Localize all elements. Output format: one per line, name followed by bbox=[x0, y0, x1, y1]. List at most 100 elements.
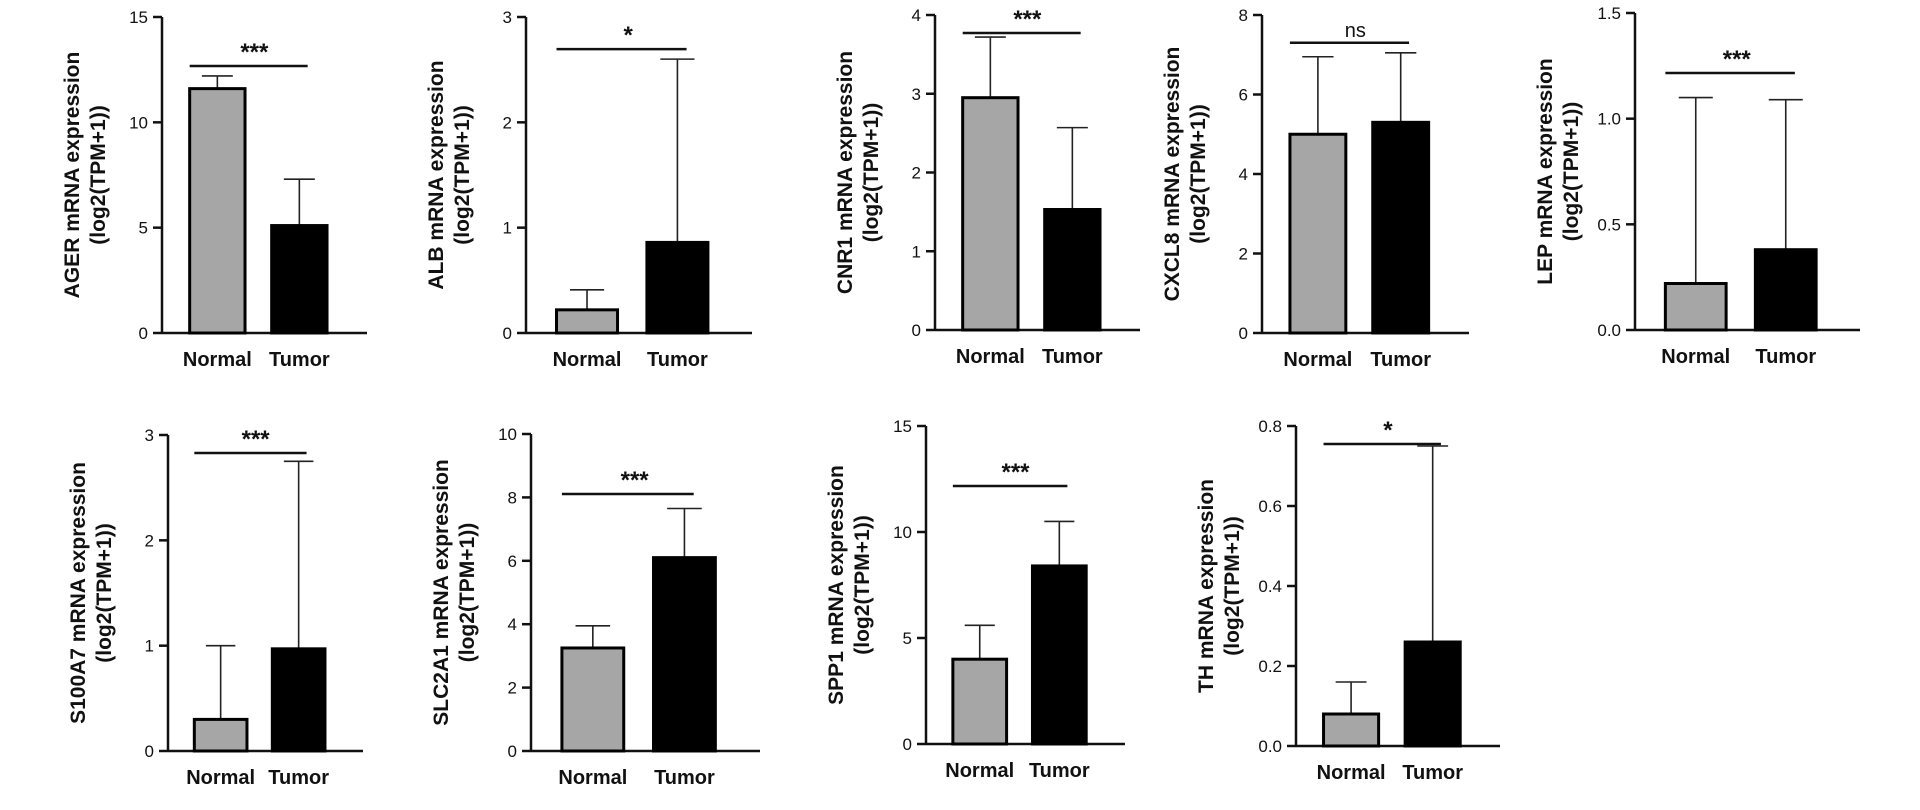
y-axis-label-line2: (log2(TPM+1)) bbox=[87, 105, 110, 244]
bar-normal bbox=[188, 87, 247, 335]
bar-normal bbox=[192, 717, 249, 753]
x-category-label: Normal bbox=[1317, 762, 1386, 784]
y-tick-label: 5 bbox=[139, 219, 148, 238]
y-tick-label: 0.0 bbox=[1597, 321, 1621, 340]
significance-label: *** bbox=[621, 467, 650, 494]
y-tick-label: 8 bbox=[1239, 6, 1248, 25]
x-category-label: Normal bbox=[553, 349, 622, 371]
y-tick-label: 10 bbox=[498, 425, 517, 444]
y-axis-label-line1: CNR1 mRNA expression bbox=[834, 51, 857, 294]
x-category-label: Normal bbox=[956, 346, 1025, 368]
significance-label: *** bbox=[242, 426, 271, 453]
y-axis-label-line2: (log2(TPM+1)) bbox=[851, 515, 874, 654]
y-tick-label: 4 bbox=[1239, 165, 1248, 184]
bar-normal bbox=[961, 96, 1020, 332]
y-tick-label: 2 bbox=[145, 531, 154, 550]
y-tick-label: 2 bbox=[912, 164, 921, 183]
y-tick-label: 15 bbox=[129, 8, 148, 27]
y-tick-label: 0 bbox=[1239, 324, 1248, 343]
y-tick-label: 0 bbox=[903, 735, 912, 754]
bar-tumor bbox=[1043, 208, 1102, 332]
y-tick-label: 5 bbox=[903, 629, 912, 648]
y-tick-label: 2 bbox=[1239, 245, 1248, 264]
y-tick-label: 1 bbox=[912, 242, 921, 261]
y-tick-label: 3 bbox=[503, 8, 512, 27]
y-axis-label-line1: LEP mRNA expression bbox=[1534, 58, 1557, 284]
bar-tumor bbox=[645, 240, 710, 335]
y-axis-label-line2: (log2(TPM+1)) bbox=[456, 523, 479, 662]
y-tick-label: 0 bbox=[508, 742, 517, 761]
x-category-label: Tumor bbox=[1755, 346, 1816, 368]
y-axis-label-line1: SPP1 mRNA expression bbox=[825, 465, 848, 705]
bar-tumor bbox=[270, 647, 327, 753]
panel-cxcl8: 0 2 4 6 8 Normal Tumor ns CXCL8 mRNA expression(… bbox=[1161, 6, 1469, 371]
bar-normal bbox=[1322, 712, 1381, 748]
x-category-label: Normal bbox=[1283, 349, 1352, 371]
significance-label: *** bbox=[1013, 6, 1042, 33]
panel-spp1: 0 5 10 15 Normal Tumor *** SPP1 mRNA expression… bbox=[825, 417, 1125, 782]
panel-alb: 0 1 2 3 Normal Tumor * ALB mRNA expression (log2… bbox=[425, 8, 752, 371]
bar-normal bbox=[560, 646, 626, 753]
x-category-label: Tumor bbox=[269, 349, 330, 371]
x-category-label: Tumor bbox=[647, 349, 708, 371]
bar-tumor bbox=[652, 556, 717, 753]
bar-tumor bbox=[1753, 248, 1818, 332]
panel-slc2a1: 0 2 4 6 8 10 Normal Tumor *** SLC2A1 mRNA express… bbox=[430, 425, 760, 789]
x-category-label: Normal bbox=[183, 349, 252, 371]
bar-tumor bbox=[1403, 640, 1462, 748]
y-axis-label-line2: (log2(TPM+1)) bbox=[1560, 102, 1583, 241]
y-tick-label: 15 bbox=[893, 417, 912, 436]
y-tick-label: 0 bbox=[139, 324, 148, 343]
bar-normal bbox=[1288, 132, 1348, 335]
y-tick-label: 0.8 bbox=[1258, 417, 1282, 436]
y-axis-label-line1: ALB mRNA expression bbox=[425, 60, 448, 289]
y-axis-label-line2: (log2(TPM+1)) bbox=[93, 523, 116, 662]
y-tick-label: 3 bbox=[912, 85, 921, 104]
significance-label: ns bbox=[1345, 20, 1366, 42]
y-tick-label: 0 bbox=[503, 324, 512, 343]
x-category-label: Tumor bbox=[1370, 349, 1431, 371]
y-tick-label: 0.5 bbox=[1597, 215, 1621, 234]
y-tick-label: 10 bbox=[129, 113, 148, 132]
x-category-label: Normal bbox=[1661, 346, 1730, 368]
significance-label: *** bbox=[1723, 46, 1752, 73]
y-axis-label-line1: CXCL8 mRNA expression bbox=[1161, 47, 1184, 302]
panel-th: 0.0 0.2 0.4 0.6 0.8 Normal Tumor * TH mRNA expre… bbox=[1195, 417, 1500, 784]
y-tick-label: 2 bbox=[508, 679, 517, 698]
bar-normal bbox=[555, 308, 620, 335]
y-axis-label-line1: AGER mRNA expression bbox=[61, 52, 84, 299]
y-tick-label: 1.0 bbox=[1597, 110, 1621, 129]
y-axis-label-line2: (log2(TPM+1)) bbox=[1221, 516, 1244, 655]
y-tick-label: 10 bbox=[893, 523, 912, 542]
y-axis-label-line1: S100A7 mRNA expression bbox=[67, 462, 90, 724]
panel-lep: 0.0 0.5 1.0 1.5 Normal Tumor *** LEP mRNA expre… bbox=[1534, 4, 1860, 368]
y-tick-label: 2 bbox=[503, 113, 512, 132]
bar-normal bbox=[1663, 282, 1728, 332]
panel-s100a7: 0 1 2 3 Normal Tumor *** S100A7 mRNA expression… bbox=[67, 426, 363, 789]
y-tick-label: 0.6 bbox=[1258, 497, 1282, 516]
x-category-label: Normal bbox=[558, 767, 627, 789]
bar-normal bbox=[951, 657, 1009, 746]
panel-ager: 0 5 10 15 Normal Tumor *** AGER mRNA expression… bbox=[61, 8, 367, 371]
bar-tumor bbox=[1030, 564, 1088, 746]
y-tick-label: 0 bbox=[145, 742, 154, 761]
y-axis-label-line2: (log2(TPM+1)) bbox=[1187, 104, 1210, 243]
x-category-label: Tumor bbox=[1402, 762, 1463, 784]
significance-label: * bbox=[624, 22, 634, 49]
panel-cnr1: 0 1 2 3 4 Normal Tumor *** CNR1 mRNA expression(… bbox=[834, 6, 1140, 368]
significance-label: *** bbox=[240, 39, 269, 66]
x-category-label: Normal bbox=[186, 767, 255, 789]
y-axis-label-line1: TH mRNA expression bbox=[1195, 479, 1218, 693]
y-axis-label-line2: (log2(TPM+1)) bbox=[451, 105, 474, 244]
x-category-label: Normal bbox=[945, 760, 1014, 782]
x-category-label: Tumor bbox=[1029, 760, 1090, 782]
y-axis-label-line1: SLC2A1 mRNA expression bbox=[430, 459, 453, 725]
y-tick-label: 0.2 bbox=[1258, 657, 1282, 676]
bar-tumor bbox=[270, 224, 329, 335]
y-axis-label-line2: (log2(TPM+1)) bbox=[860, 103, 883, 242]
y-tick-label: 0.0 bbox=[1258, 737, 1282, 756]
y-tick-label: 6 bbox=[1239, 86, 1248, 105]
y-tick-label: 1 bbox=[503, 219, 512, 238]
x-category-label: Tumor bbox=[654, 767, 715, 789]
